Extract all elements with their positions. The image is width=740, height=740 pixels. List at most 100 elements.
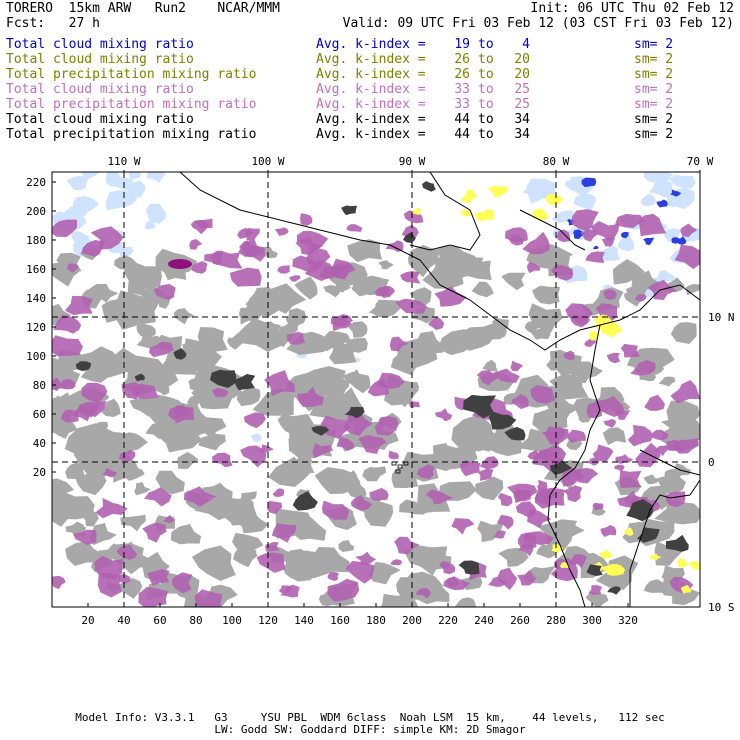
magenta-cloud xyxy=(149,341,174,358)
legend-field: Total precipitation mixing ratio xyxy=(6,127,257,142)
magenta-cloud xyxy=(476,370,499,386)
gray-cloud xyxy=(120,514,146,532)
gray-cloud xyxy=(232,532,264,556)
gray-cloud xyxy=(556,521,585,543)
magenta-cloud xyxy=(567,429,586,443)
gray-cloud xyxy=(191,545,236,581)
coastline xyxy=(519,209,586,251)
gray-cloud xyxy=(451,414,495,452)
magenta-cloud xyxy=(443,576,471,590)
gray-cloud xyxy=(286,331,332,355)
magenta-cloud xyxy=(52,575,66,589)
magenta-cloud xyxy=(680,223,698,238)
yellow-cloud xyxy=(599,549,614,559)
magenta-cloud xyxy=(191,261,208,274)
light-blue-cloud xyxy=(649,180,673,198)
gray-cloud xyxy=(124,467,145,481)
legend-kindex-high: 19 xyxy=(454,37,470,52)
gray-cloud xyxy=(186,395,201,407)
magenta-cloud xyxy=(258,444,274,453)
x-grid-label: 100 xyxy=(222,614,242,627)
magenta-cloud xyxy=(204,250,223,266)
magenta-cloud xyxy=(374,416,399,436)
gray-cloud xyxy=(378,260,394,270)
map-panel: 110 W 100 W 90 W 80 W 70 W 10 N 0 10 S 220 200 180… xyxy=(26,155,734,627)
x-grid-label: 20 xyxy=(81,614,94,627)
gray-cloud xyxy=(475,476,504,501)
magenta-cloud xyxy=(451,518,475,535)
magenta-cloud xyxy=(511,393,529,410)
blue-cloud xyxy=(643,237,655,245)
magenta-cloud xyxy=(592,502,604,511)
gray-cloud xyxy=(347,321,368,338)
light-blue-cloud xyxy=(618,234,635,252)
yellow-cloud xyxy=(488,185,508,197)
legend-field: Total cloud mixing ratio xyxy=(6,52,194,67)
magenta-cloud xyxy=(606,352,621,364)
convective-core xyxy=(341,205,357,216)
gray-cloud xyxy=(123,260,162,296)
magenta-cloud xyxy=(286,331,306,345)
magenta-cloud xyxy=(53,314,82,334)
gray-cloud xyxy=(486,434,523,457)
gray-cloud xyxy=(284,548,320,575)
legend-smoothing: sm= 2 xyxy=(634,52,674,67)
gray-cloud xyxy=(399,499,428,515)
light-blue-cloud xyxy=(598,245,620,261)
yellow-cloud xyxy=(680,585,692,594)
magenta-cloud xyxy=(312,443,333,458)
magenta-cloud xyxy=(666,491,686,508)
magenta-cloud xyxy=(603,289,617,300)
magenta-cloud xyxy=(184,486,217,507)
magenta-cloud xyxy=(274,227,289,236)
magenta-cloud xyxy=(256,552,286,573)
magenta-cloud xyxy=(492,368,520,383)
magenta-cloud xyxy=(527,450,542,460)
forecast-hour: Fcst: 27 h xyxy=(6,16,100,31)
gray-cloud xyxy=(364,500,394,527)
gray-cloud xyxy=(656,474,686,495)
magenta-cloud xyxy=(78,401,107,417)
gray-cloud xyxy=(532,285,561,305)
magenta-cloud xyxy=(570,314,591,328)
gray-cloud xyxy=(666,400,700,429)
magenta-cloud xyxy=(322,500,350,520)
x-grid-label: 240 xyxy=(474,614,494,627)
magenta-cloud xyxy=(580,229,598,242)
magenta-cloud xyxy=(539,445,567,466)
magenta-cloud xyxy=(497,492,513,507)
magenta-cloud xyxy=(620,343,640,358)
magenta-cloud xyxy=(585,251,605,263)
magenta-cloud xyxy=(527,509,552,529)
map-axes: 110 W 100 W 90 W 80 W 70 W 10 N 0 10 S 220 200 180… xyxy=(26,155,734,627)
legend-kindex-to: to xyxy=(478,97,494,112)
gray-cloud xyxy=(524,321,544,334)
magenta-cloud xyxy=(194,589,223,607)
legend-kindex-label: Avg. k-index = xyxy=(316,127,426,142)
magenta-cloud xyxy=(336,436,354,451)
magenta-cloud xyxy=(615,213,645,228)
light-blue-cloud xyxy=(125,180,146,198)
gray-cloud xyxy=(52,303,72,326)
magenta-cloud xyxy=(627,425,654,447)
convective-core xyxy=(550,459,573,475)
legend-smoothing: sm= 2 xyxy=(634,127,674,142)
gray-cloud xyxy=(252,321,286,345)
x-grid-label: 260 xyxy=(510,614,530,627)
gray-cloud xyxy=(602,427,627,445)
gray-cloud xyxy=(246,291,279,317)
light-blue-cloud xyxy=(114,177,135,191)
gray-cloud xyxy=(236,386,261,407)
yellow-cloud xyxy=(460,209,472,217)
magenta-cloud xyxy=(121,382,145,400)
magenta-cloud xyxy=(319,415,351,439)
gray-cloud xyxy=(368,299,401,318)
y-grid-label: 60 xyxy=(33,408,46,421)
gray-cloud xyxy=(136,335,159,349)
x-grid-label: 220 xyxy=(438,614,458,627)
magenta-cloud xyxy=(271,523,297,543)
magenta-cloud xyxy=(478,468,494,481)
legend-kindex-low: 4 xyxy=(522,37,530,52)
blue-cloud xyxy=(592,245,599,250)
gray-cloud xyxy=(477,520,504,543)
